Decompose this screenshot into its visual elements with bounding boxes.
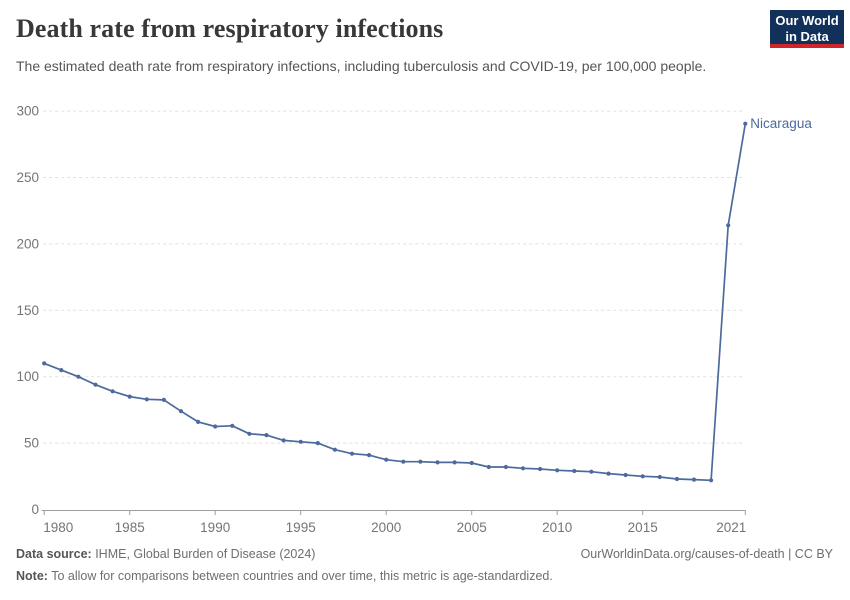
data-point[interactable] bbox=[572, 468, 577, 474]
y-tick-label: 300 bbox=[16, 104, 39, 119]
line-chart[interactable]: 0 50 100 150 200 250 300 1980 1985 1990 1995 2000 20… bbox=[0, 95, 850, 540]
page-title: Death rate from respiratory infections bbox=[16, 14, 444, 43]
data-point[interactable] bbox=[384, 457, 389, 462]
owid-logo-line1: Our World bbox=[775, 13, 839, 28]
chart-header: Death rate from respiratory infections T… bbox=[16, 14, 750, 78]
data-point[interactable] bbox=[298, 439, 303, 444]
y-tick-label: 100 bbox=[16, 369, 39, 384]
x-tick-label: 1990 bbox=[200, 520, 230, 535]
owid-logo-line2: in Data bbox=[785, 28, 829, 44]
entity-label: Nicaragua bbox=[750, 116, 812, 131]
note: Note: To allow for comparisons between c… bbox=[16, 569, 553, 583]
x-tick-label: 1995 bbox=[286, 520, 316, 535]
data-point[interactable] bbox=[76, 374, 81, 379]
data-point[interactable] bbox=[691, 477, 697, 482]
data-point[interactable] bbox=[144, 397, 149, 402]
data-source-value: IHME, Global Burden of Disease (2024) bbox=[91, 547, 316, 561]
data-point[interactable] bbox=[657, 474, 662, 480]
data-point[interactable] bbox=[452, 460, 457, 465]
data-point[interactable] bbox=[110, 389, 115, 394]
data-point[interactable] bbox=[520, 466, 526, 471]
data-point[interactable] bbox=[161, 397, 166, 402]
data-point[interactable] bbox=[503, 464, 508, 470]
x-tick-label: 2015 bbox=[628, 520, 658, 535]
data-point[interactable] bbox=[213, 424, 218, 429]
data-point[interactable] bbox=[623, 472, 628, 478]
data-point[interactable] bbox=[469, 460, 474, 466]
data-point[interactable] bbox=[555, 468, 560, 473]
y-tick-label: 200 bbox=[16, 236, 39, 251]
note-label: Note: bbox=[16, 569, 48, 584]
data-point[interactable] bbox=[42, 361, 47, 366]
data-point[interactable] bbox=[264, 433, 269, 438]
data-point[interactable] bbox=[726, 223, 731, 228]
y-tick-label: 150 bbox=[16, 303, 39, 318]
license-link[interactable]: OurWorldinData.org/causes-of-death | CC … bbox=[580, 547, 833, 561]
data-point[interactable] bbox=[486, 464, 491, 470]
data-line[interactable] bbox=[43, 122, 747, 482]
x-tick-label: 2010 bbox=[542, 520, 572, 535]
data-point[interactable] bbox=[674, 476, 680, 482]
data-source-label: Data source: bbox=[16, 547, 92, 561]
data-point[interactable] bbox=[589, 469, 594, 474]
chart-subtitle: The estimated death rate from respirator… bbox=[16, 58, 707, 74]
data-point[interactable] bbox=[93, 382, 98, 387]
data-point[interactable] bbox=[743, 121, 748, 126]
data-point[interactable] bbox=[230, 423, 235, 428]
data-point[interactable] bbox=[349, 451, 355, 456]
note-value: To allow for comparisons between countri… bbox=[47, 569, 553, 584]
data-point[interactable] bbox=[281, 438, 286, 443]
chart-area[interactable]: 0 50 100 150 200 250 300 1980 1985 1990 1995 2000 20… bbox=[0, 95, 850, 540]
data-point[interactable] bbox=[606, 471, 611, 476]
x-tick-label: 2021 bbox=[716, 520, 746, 535]
data-point[interactable] bbox=[435, 460, 440, 465]
x-tick-label: 2000 bbox=[371, 520, 401, 535]
x-tick-label: 2005 bbox=[457, 520, 487, 535]
y-tick-label: 250 bbox=[16, 170, 39, 185]
chart-footer: Data source: IHME, Global Burden of Dise… bbox=[16, 545, 833, 585]
data-point[interactable] bbox=[247, 431, 252, 436]
data-point[interactable] bbox=[538, 466, 543, 472]
data-point[interactable] bbox=[59, 368, 64, 373]
x-tick-label: 1985 bbox=[115, 520, 145, 535]
data-point[interactable] bbox=[332, 447, 337, 452]
data-point[interactable] bbox=[418, 459, 423, 464]
data-point[interactable] bbox=[401, 459, 406, 464]
data-point[interactable] bbox=[640, 474, 645, 479]
data-point[interactable] bbox=[315, 441, 320, 446]
y-tick-label: 50 bbox=[24, 436, 39, 451]
data-point[interactable] bbox=[196, 419, 201, 424]
data-point[interactable] bbox=[367, 453, 372, 458]
data-point[interactable] bbox=[709, 478, 714, 483]
data-point[interactable] bbox=[127, 394, 132, 399]
y-tick-label: 0 bbox=[31, 502, 39, 517]
owid-logo: Our World in Data bbox=[770, 10, 844, 48]
data-source: Data source: IHME, Global Burden of Dise… bbox=[16, 545, 315, 563]
x-tick-label: 1980 bbox=[43, 520, 73, 535]
data-point[interactable] bbox=[178, 409, 184, 414]
